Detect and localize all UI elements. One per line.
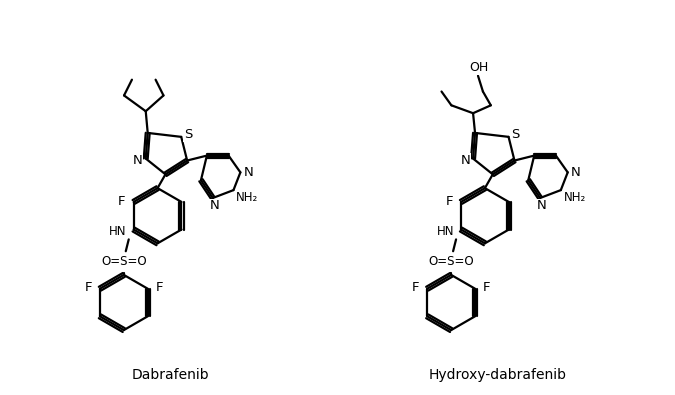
Text: HN: HN	[437, 225, 454, 238]
Text: F: F	[118, 196, 126, 209]
Text: Hydroxy-dabrafenib: Hydroxy-dabrafenib	[429, 369, 567, 382]
Text: S: S	[511, 128, 520, 141]
Text: N: N	[460, 154, 470, 167]
Text: N: N	[537, 199, 547, 213]
Text: Dabrafenib: Dabrafenib	[132, 369, 209, 382]
Text: N: N	[210, 199, 219, 213]
Text: F: F	[156, 281, 163, 294]
Text: F: F	[412, 281, 419, 294]
Text: F: F	[84, 281, 92, 294]
Text: N: N	[133, 154, 142, 167]
Text: S: S	[184, 128, 192, 141]
Text: F: F	[483, 281, 491, 294]
Text: HN: HN	[109, 225, 127, 238]
Text: NH₂: NH₂	[564, 192, 586, 205]
Text: N: N	[571, 166, 580, 179]
Text: O=S=O: O=S=O	[101, 255, 146, 267]
Text: N: N	[244, 166, 253, 179]
Text: F: F	[446, 196, 453, 209]
Text: O=S=O: O=S=O	[429, 255, 474, 267]
Text: NH₂: NH₂	[236, 192, 259, 205]
Text: OH: OH	[469, 61, 489, 74]
